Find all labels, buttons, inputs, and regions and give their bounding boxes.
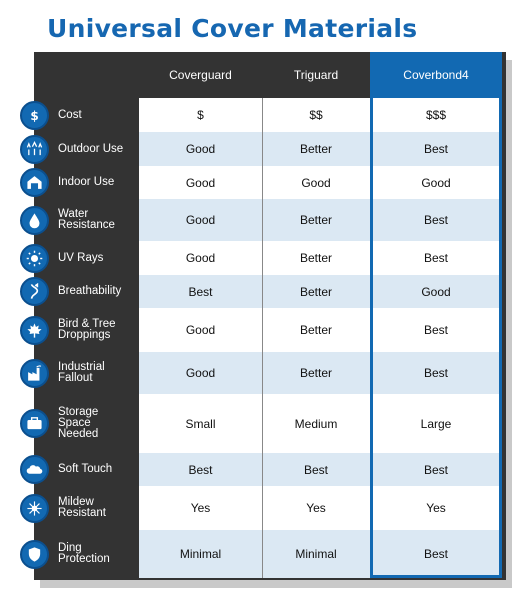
row-label-text: Ding Protection xyxy=(58,542,110,565)
row-label-text: Breathability xyxy=(58,285,122,297)
row-label-1: Outdoor Use xyxy=(20,132,139,166)
trees-icon xyxy=(20,134,49,164)
air-flow-icon xyxy=(20,277,49,306)
table-cell: Best xyxy=(262,453,370,486)
sparkle-icon xyxy=(20,493,49,523)
row-label-text: Cost xyxy=(58,108,82,121)
table-cell: Yes xyxy=(370,486,502,530)
row-label-6: Bird & Tree Droppings xyxy=(20,308,139,352)
table-cell: $ xyxy=(139,98,262,132)
row-label-text: Indoor Use xyxy=(58,176,115,188)
shield-icon xyxy=(20,539,49,569)
maple-leaf-icon xyxy=(20,315,49,345)
table-cell: Good xyxy=(139,352,262,394)
row-label-2: Indoor Use xyxy=(20,166,139,199)
table-cell: Best xyxy=(370,453,502,486)
row-label-5: Breathability xyxy=(20,275,139,308)
table-cell: Good xyxy=(262,166,370,199)
column-divider xyxy=(370,98,371,578)
row-label-9: Soft Touch xyxy=(20,453,139,486)
column-header-triguard: Triguard xyxy=(293,68,339,82)
cloud-icon xyxy=(20,455,49,484)
row-label-10: Mildew Resistant xyxy=(20,486,139,530)
column-divider xyxy=(262,98,263,578)
table-cell: Best xyxy=(139,453,262,486)
table-cell: Yes xyxy=(262,486,370,530)
row-label-0: $ Cost xyxy=(20,98,139,132)
table-cell: Best xyxy=(370,241,502,275)
garage-icon xyxy=(20,168,49,197)
row-label-text: Soft Touch xyxy=(58,463,113,475)
row-label-8: Storage Space Needed xyxy=(20,394,139,453)
table-cell: Minimal xyxy=(262,530,370,578)
table-cell: Best xyxy=(139,275,262,308)
table-cell: Best xyxy=(370,352,502,394)
row-label-7: Industrial Fallout xyxy=(20,352,139,394)
sun-icon xyxy=(20,243,49,273)
row-label-text: Mildew Resistant xyxy=(58,496,106,519)
row-label-text: UV Rays xyxy=(58,251,104,264)
row-label-text: Water Resistance xyxy=(58,208,115,231)
table-cell: $$$ xyxy=(370,98,502,132)
table-cell: Better xyxy=(262,352,370,394)
table-cell: Better xyxy=(262,241,370,275)
table-cell: Best xyxy=(370,308,502,352)
table-cell: Best xyxy=(370,530,502,578)
dollar-icon: $ xyxy=(20,100,49,130)
row-label-3: Water Resistance xyxy=(20,199,139,241)
table-cell: Better xyxy=(262,132,370,166)
column-header-coverbond4: Coverbond4 xyxy=(370,52,502,98)
table-cell: Large xyxy=(370,394,502,453)
factory-icon xyxy=(20,358,49,388)
table-cell: $$ xyxy=(262,98,370,132)
table-cell: Good xyxy=(139,308,262,352)
table-cell: Good xyxy=(370,166,502,199)
table-cell: Good xyxy=(139,199,262,241)
table-cell: Good xyxy=(139,132,262,166)
column-header-coverguard: Coverguard xyxy=(169,68,232,82)
table-cell: Best xyxy=(370,199,502,241)
row-label-text: Bird & Tree Droppings xyxy=(58,318,116,341)
table-cell: Better xyxy=(262,199,370,241)
table-cell: Good xyxy=(139,166,262,199)
svg-text:$: $ xyxy=(30,108,38,122)
table-cell: Small xyxy=(139,394,262,453)
table-cell: Good xyxy=(139,241,262,275)
page-title: Universal Cover Materials xyxy=(47,14,418,43)
row-label-text: Industrial Fallout xyxy=(58,361,105,384)
row-label-4: UV Rays xyxy=(20,241,139,275)
table-cell: Good xyxy=(370,275,502,308)
row-label-11: Ding Protection xyxy=(20,530,139,578)
table-cell: Better xyxy=(262,308,370,352)
table-cell: Minimal xyxy=(139,530,262,578)
row-label-text: Outdoor Use xyxy=(58,142,124,155)
table-cell: Medium xyxy=(262,394,370,453)
briefcase-icon xyxy=(20,409,49,438)
table-cell: Yes xyxy=(139,486,262,530)
table-cell: Best xyxy=(370,132,502,166)
water-drop-icon xyxy=(20,205,49,235)
table-cell: Better xyxy=(262,275,370,308)
row-label-text: Storage Space Needed xyxy=(58,406,99,440)
